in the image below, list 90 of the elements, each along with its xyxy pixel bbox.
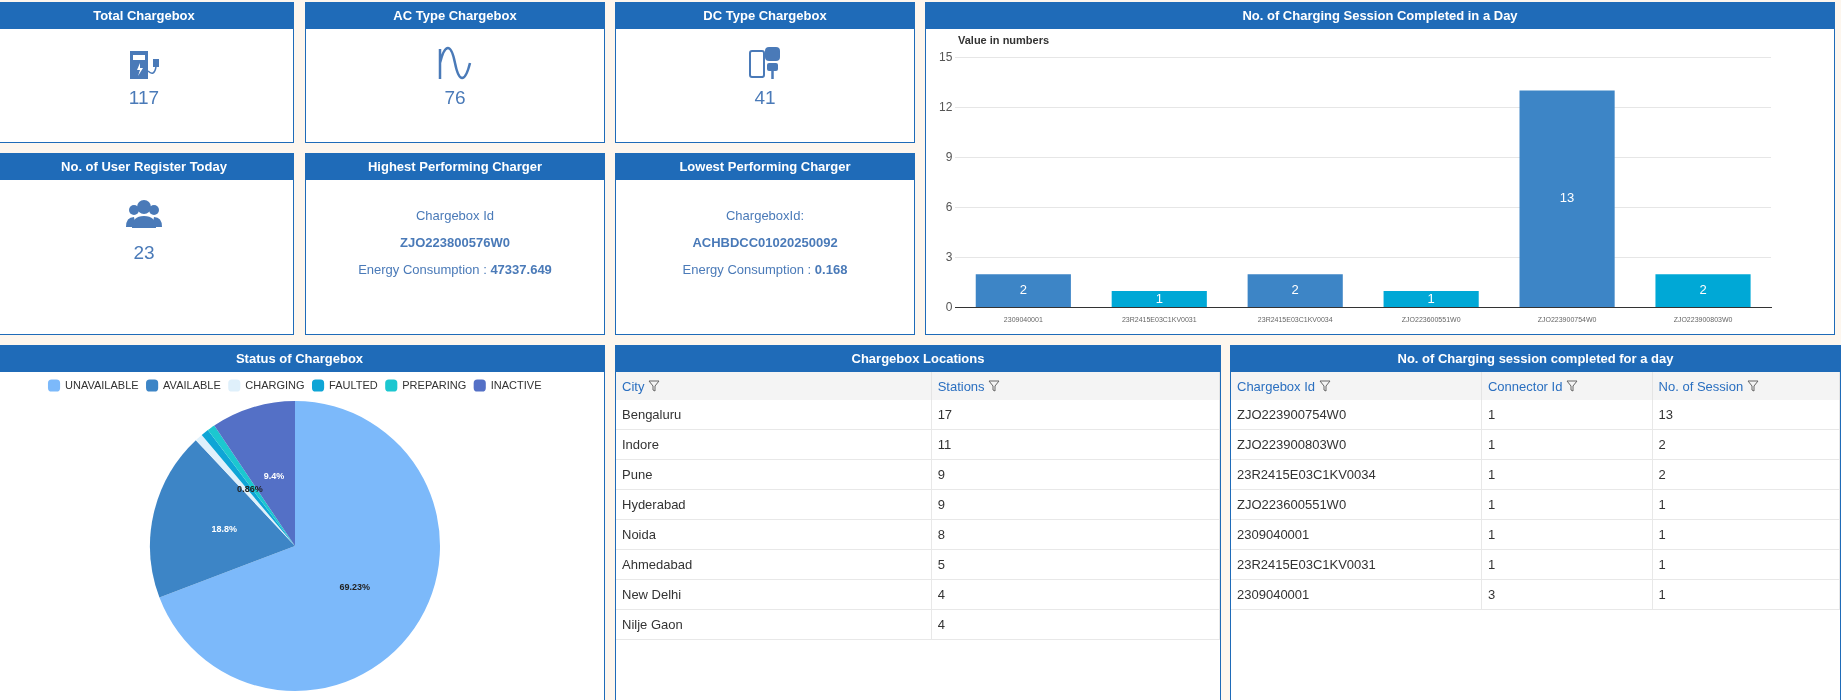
data-label: 18.8% xyxy=(211,524,238,535)
text: AC Type Chargebox xyxy=(306,3,604,29)
text: Pune xyxy=(622,467,653,482)
text: Ahmedabad xyxy=(622,557,693,572)
text: ZJO223600551W0 xyxy=(1237,497,1347,512)
text: Chargebox Locations xyxy=(616,346,1220,372)
text: ZJO223900803W0 xyxy=(1237,437,1347,452)
text: Energy Consumption : xyxy=(358,262,487,277)
bar xyxy=(1655,274,1751,308)
chart-title: Status of Chargebox xyxy=(0,346,604,372)
text: 47337.649 xyxy=(490,262,552,277)
text: 1 xyxy=(1658,557,1666,572)
text: DC Type Chargebox xyxy=(616,3,914,29)
text: Energy Consumption : xyxy=(682,262,812,277)
text: 23R2415E03C1KV0031 xyxy=(1237,557,1376,572)
text: 13 xyxy=(1658,407,1674,422)
text: Nilje Gaon xyxy=(622,617,683,632)
text: ZJO223900754W0 xyxy=(1237,407,1347,422)
chart-title: No. of Charging Session Completed in a Day xyxy=(926,3,1834,29)
legend-label: FAULTED xyxy=(329,378,378,391)
text: 2 xyxy=(1658,437,1666,452)
text: 23R2415E03C1KV0034 xyxy=(1237,467,1376,482)
bar xyxy=(975,274,1071,308)
category-label: Stations xyxy=(937,378,985,394)
text: 3 xyxy=(1487,587,1496,602)
data-label: 1 xyxy=(1427,290,1435,306)
text: 1 xyxy=(1658,587,1666,602)
data-label: 2 xyxy=(1699,282,1707,298)
text: 1 xyxy=(1658,527,1666,542)
data-label: 2 xyxy=(1291,282,1299,298)
text: Hyderabad xyxy=(622,497,686,512)
text: 4 xyxy=(937,587,945,602)
category-label: No. of Session xyxy=(1658,378,1744,394)
y-tick-label: 12 xyxy=(938,99,953,114)
legend-label: PREPARING xyxy=(402,378,467,391)
text: No. of Charging session completed for a day xyxy=(1231,346,1840,372)
text: Bengaluru xyxy=(622,407,682,422)
text: Lowest Performing Charger xyxy=(616,154,914,180)
legend-label: UNAVAILABLE xyxy=(65,378,139,391)
text: No. of User Register Today xyxy=(0,154,293,180)
y-tick-label: 15 xyxy=(938,49,953,64)
text: 1 xyxy=(1487,497,1496,512)
category-label: Chargebox Id xyxy=(1237,378,1316,394)
data-label: 1 xyxy=(1155,290,1163,306)
text: ChargeboxId: xyxy=(724,207,806,225)
text: Noida xyxy=(622,527,656,542)
text: 1 xyxy=(1487,407,1496,422)
text: Chargebox Id xyxy=(414,207,496,225)
text: 1 xyxy=(1487,467,1496,482)
text: 1 xyxy=(1487,557,1496,572)
data-label: 9.4% xyxy=(263,471,285,482)
category-label: City xyxy=(622,378,645,394)
y-tick-label: 3 xyxy=(945,249,953,264)
data-label: 2 xyxy=(1019,282,1027,298)
legend-label: CHARGING xyxy=(245,378,305,391)
text: 2 xyxy=(1658,467,1666,482)
bar xyxy=(1519,90,1615,308)
text: New Delhi xyxy=(622,587,682,602)
text: ACHBDCC01020250092 xyxy=(691,234,839,252)
text: 17 xyxy=(937,407,953,422)
text: 2309040001 xyxy=(1237,587,1310,602)
text: 23 xyxy=(132,242,156,264)
text: 1 xyxy=(1487,527,1496,542)
category-label: Connector Id xyxy=(1487,378,1563,394)
bar xyxy=(1383,290,1479,308)
legend-label: INACTIVE xyxy=(490,378,542,391)
text: 2309040001 xyxy=(1237,527,1310,542)
text: Indore xyxy=(622,437,659,452)
y-axis-title: Value in numbers xyxy=(958,34,1051,47)
text: 0.168 xyxy=(814,262,848,277)
text: 1 xyxy=(1658,497,1666,512)
y-tick-label: 0 xyxy=(945,299,953,314)
text: 117 xyxy=(127,87,161,109)
y-tick-label: 6 xyxy=(945,199,953,214)
text: Total Chargebox xyxy=(0,3,293,29)
data-label: 13 xyxy=(1559,190,1575,206)
bar xyxy=(1247,274,1343,308)
legend-label: AVAILABLE xyxy=(163,378,221,391)
text: ZJO223800576W0 xyxy=(399,234,511,252)
text: 4 xyxy=(937,617,945,632)
text: 76 xyxy=(443,87,467,109)
text: 1 xyxy=(1487,437,1496,452)
text: 8 xyxy=(937,527,945,542)
bar xyxy=(1111,290,1207,308)
text: 11 xyxy=(937,437,952,452)
y-tick-label: 9 xyxy=(945,149,953,164)
data-label: 69.23% xyxy=(339,581,370,592)
text: Highest Performing Charger xyxy=(306,154,604,180)
text: 41 xyxy=(753,87,777,109)
text: 5 xyxy=(937,557,945,572)
